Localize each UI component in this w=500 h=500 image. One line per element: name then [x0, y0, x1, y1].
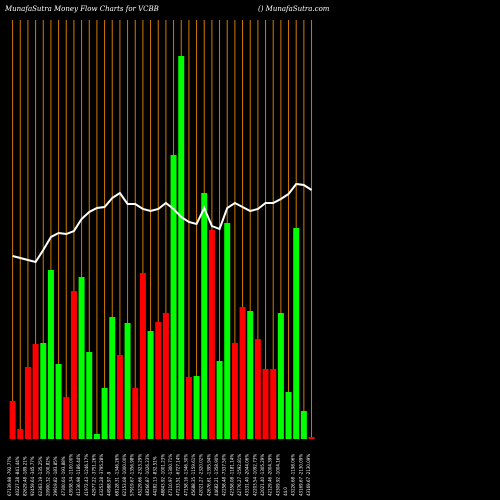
bar — [70, 291, 77, 439]
x-tick-label: 42676.61 -1395.94% — [206, 454, 211, 496]
x-tick-label: 44682.21 -1358.90% — [214, 454, 219, 496]
x-axis-tick-labels: 67139.98 -792.77% 40227.28 -841.44% 82629.… — [7, 454, 311, 496]
x-tick-label: 41972.43 -1246.17% — [84, 454, 89, 496]
x-tick-label: 43938.34 -1100.00% — [68, 454, 73, 496]
x-tick-label: 43331.40 -2044.06% — [245, 454, 250, 496]
x-tick-label: 42021.40 -1305.29% — [260, 454, 265, 496]
bar — [17, 429, 24, 439]
x-tick-label: 68128.31 -1346.26% — [114, 454, 119, 496]
bar — [40, 343, 47, 439]
x-tick-label: 48266.87 -1026.23% — [145, 454, 150, 496]
bar — [155, 322, 162, 439]
x-tick-label: 47158.16 -1346.30% — [183, 454, 188, 496]
bar — [9, 401, 16, 439]
x-tick-label: 44988.97 -9 — [107, 471, 112, 496]
bar — [300, 411, 307, 439]
bar — [86, 352, 93, 439]
x-tick-label: 45229.66 -2323.29% — [137, 454, 142, 496]
bar — [216, 361, 223, 439]
bar — [224, 223, 231, 439]
x-tick-label: 47233.51 -6727.14% — [176, 454, 181, 496]
x-tick-label: 57919.67 -1356.98% — [130, 454, 135, 496]
bar — [132, 388, 139, 439]
x-tick-label: 42129.46 -2004.39% — [268, 454, 273, 496]
x-tick-label: 42258.48 -7337.50% — [222, 454, 227, 496]
bar — [308, 437, 315, 439]
x-tick-label: 42358.08 -1181.14% — [229, 454, 234, 496]
bar — [178, 56, 185, 439]
chart-title: MunafaSutra Money Flow Charts for VCBB — [4, 5, 159, 13]
bar — [24, 367, 31, 439]
bar — [147, 331, 154, 439]
bar — [162, 313, 169, 439]
bar — [124, 323, 131, 439]
x-tick-label: 42021.27 -2320.02% — [199, 454, 204, 496]
x-tick-label: 67139.98 -792.77% — [7, 456, 12, 496]
bar — [231, 343, 238, 439]
bar-series — [9, 56, 315, 439]
bar — [239, 307, 246, 439]
x-tick-label: 43169.67 -2130.09% — [298, 454, 303, 496]
x-tick-label: 62363.19 -135.25% — [38, 456, 43, 496]
bar — [277, 313, 284, 439]
money-flow-line — [12, 182, 313, 264]
x-tick-label: 44.0 — [283, 487, 288, 496]
bar — [101, 388, 108, 439]
x-tick-label: 41236.98 -1186.44% — [76, 454, 81, 496]
bar — [201, 193, 208, 439]
x-tick-label: 45688.35 -1159.61% — [191, 454, 196, 496]
x-tick-label: 42776.27 -1592.81% — [237, 454, 242, 496]
x-tick-label: 62153.08 -1000.00% — [122, 454, 127, 496]
x-tick-label: 43226.68 -1198.06% — [291, 454, 296, 496]
bar — [270, 369, 277, 439]
x-tick-label: 47300.64 -193.88% — [61, 456, 66, 496]
bar — [47, 270, 54, 439]
bar — [247, 311, 254, 439]
x-tick-label: 29919.82 -183.85% — [53, 456, 58, 496]
x-tick-label: 20900.32 -100.82% — [45, 456, 50, 496]
bar — [254, 339, 261, 439]
bar — [285, 392, 292, 439]
bar — [170, 155, 177, 439]
x-tick-label: 92459.64 -345.77% — [30, 456, 35, 496]
bar — [139, 273, 146, 439]
bar — [116, 355, 123, 439]
line-series — [12, 182, 313, 264]
bar — [208, 230, 215, 439]
bar — [262, 369, 269, 439]
bar — [63, 397, 70, 439]
x-tick-label: 40227.28 -841.44% — [15, 456, 20, 496]
bar — [55, 364, 62, 439]
bar — [293, 228, 300, 439]
x-tick-label: 44282.13 -832.51% — [153, 456, 158, 496]
bar — [109, 317, 116, 439]
x-tick-label: 48843.92 -1001.23% — [160, 454, 165, 496]
x-tick-label: 82629.48 -189.21% — [22, 456, 27, 496]
x-tick-label: 43253.28 -3795.28% — [99, 454, 104, 496]
x-tick-label: 42203.54 -1092.73% — [252, 454, 257, 496]
x-tick-label: 43169.67 -2130.09% — [306, 454, 311, 496]
x-tick-label: 47110.97 -1300.71% — [168, 454, 173, 496]
x-tick-label: 43309.92 -1004.16% — [275, 454, 280, 496]
bar — [78, 277, 85, 439]
x-tick-label: 42977.22 -3751.26% — [91, 454, 96, 496]
bar — [193, 376, 200, 439]
bar — [185, 377, 192, 439]
bar — [93, 434, 100, 439]
bar — [32, 344, 39, 439]
site-credit: () MunafaSutra.com — [258, 5, 330, 13]
